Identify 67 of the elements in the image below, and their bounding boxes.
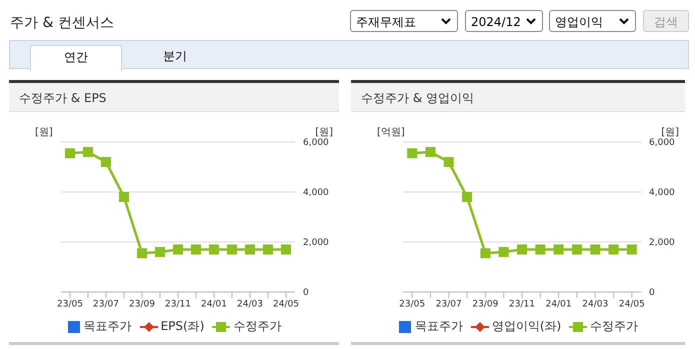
point [572,244,582,254]
y2-tick-label: 4,000 [303,188,330,198]
point [227,244,237,254]
y-axis-title: [원] [35,126,53,139]
y-axis-title: [억원] [377,126,405,139]
point [101,157,111,167]
x-tick-label: 23/07 [436,299,462,310]
chart-title: 수정주가 & 영업이익 [361,90,474,107]
x-tick-label: 23/09 [472,299,499,310]
text: 2024/12 [465,10,543,32]
point [480,248,490,258]
point [137,248,147,258]
legend-label: 수정주가 [233,318,282,335]
point [83,147,93,157]
point [517,244,527,254]
y2-axis-title: [원] [661,126,679,138]
legend-label: 수정주가 [590,318,638,335]
x-tick-label: 24/01 [546,299,572,310]
point [155,247,165,257]
point [281,244,291,254]
x-tick-label: 23/05 [57,299,83,310]
y2-tick-label: 6,000 [649,138,676,148]
point [209,244,219,254]
point [498,247,509,257]
y2-axis-title: [원] [315,126,333,138]
legend-label: EPS(좌) [160,318,204,335]
point [119,192,129,202]
x-tick-label: 23/11 [165,299,191,310]
x-tick-label: 23/07 [93,299,119,310]
x-tick-label: 24/03 [582,299,608,310]
text: 주재무제표 [350,10,458,32]
x-tick-label: 23/11 [509,299,535,310]
y2-tick-label: 6,000 [303,138,330,148]
text: 검색 [643,10,689,32]
legend-label: 영업이익(좌) [492,318,562,335]
point [626,244,637,254]
legend-label: 목표주가 [84,318,132,335]
x-tick-label: 24/03 [237,299,263,310]
point [535,244,546,254]
point [173,244,183,254]
point [245,244,255,254]
text: 분기 [162,48,188,65]
point [462,192,472,202]
x-tick-label: 23/09 [129,299,156,310]
y2-tick-label: 4,000 [649,188,676,198]
chart-title: 수정주가 & EPS [19,90,106,107]
y2-tick-label: 0 [303,288,309,298]
legend-label: 목표주가 [414,318,463,335]
x-tick-label: 24/05 [273,299,299,310]
point [407,148,418,158]
text: 주가 & 컨센서스 [10,14,114,32]
y2-tick-label: 2,000 [649,238,676,248]
y2-tick-label: 2,000 [303,238,330,248]
x-tick-label: 24/01 [201,299,227,310]
point [65,148,75,158]
point [191,244,201,254]
point [590,244,600,254]
text: 연간 [30,45,122,71]
x-tick-label: 24/05 [618,299,645,310]
point [554,244,564,254]
point [608,244,619,254]
x-tick-label: 23/05 [399,299,426,310]
text: 영업이익 [549,10,636,32]
y2-tick-label: 0 [649,288,655,298]
point [425,147,436,157]
point [444,157,454,167]
point [263,244,273,254]
